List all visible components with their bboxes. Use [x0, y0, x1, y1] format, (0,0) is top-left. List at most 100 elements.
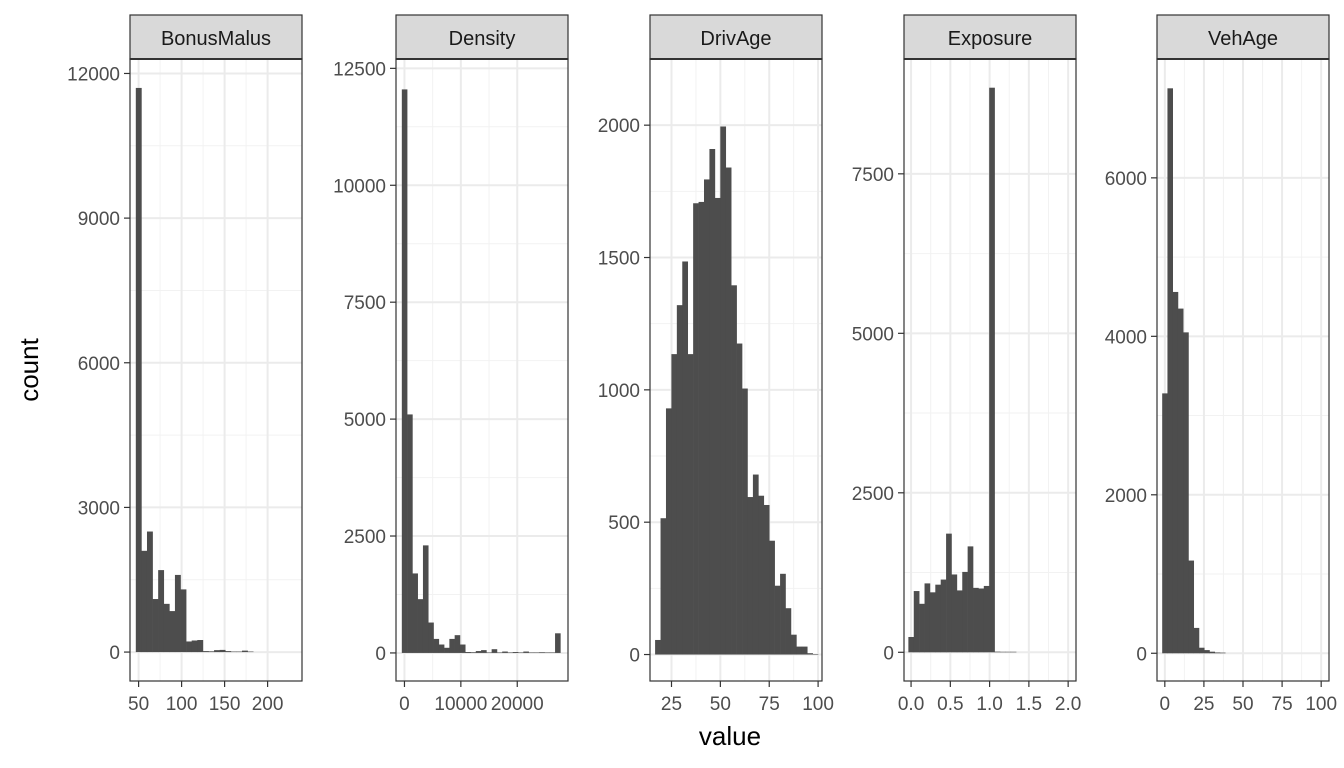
histogram-bar	[401, 89, 408, 653]
facet-label-drivage: DrivAge	[700, 28, 771, 50]
histogram-bar	[774, 585, 781, 655]
facet-strip	[649, 14, 823, 60]
facet-label-vehage: VehAge	[1208, 28, 1278, 50]
y-tick-label: 7500	[344, 293, 386, 314]
panel-bonusmalus: BonusMalus 0 3000 6000 9000 12000 50 100 150 200	[67, 14, 303, 715]
y-tick-label: 3000	[78, 498, 120, 519]
y-tick-label: 2000	[598, 116, 640, 137]
histogram-bar	[790, 634, 797, 655]
histogram-bar	[202, 651, 209, 653]
y-tick-label: 0	[629, 646, 640, 667]
x-tick-label: 10000	[434, 694, 487, 715]
histogram-bar	[725, 167, 732, 655]
histogram-bar	[655, 639, 661, 655]
y-tick-label: 2500	[852, 484, 894, 505]
histogram-bar	[994, 651, 1001, 653]
x-tick-label: 100	[802, 694, 834, 715]
histogram-bar	[956, 590, 963, 653]
histogram-bar	[197, 640, 204, 653]
histogram-bar	[459, 644, 466, 653]
histogram-bar	[481, 650, 487, 653]
histogram-bar	[1162, 393, 1168, 654]
x-tick-label: 200	[252, 694, 284, 715]
x-tick-label: 1.5	[1016, 694, 1042, 715]
histogram-bar	[146, 531, 153, 653]
facet-label-density: Density	[449, 28, 516, 50]
facet-strip	[395, 14, 569, 60]
histogram-bar	[465, 652, 471, 653]
histogram-bar	[169, 611, 176, 653]
x-tick-label: 150	[209, 694, 241, 715]
histogram-bar	[682, 261, 689, 655]
histogram-bar	[174, 574, 181, 653]
histogram-bar	[502, 651, 508, 653]
histogram-bar	[135, 87, 142, 653]
histogram-bar	[1219, 652, 1226, 654]
histogram-bar	[412, 573, 418, 653]
y-tick-label: 5000	[344, 410, 386, 431]
x-tick-label: 50	[1232, 694, 1253, 715]
histogram-bar	[731, 285, 737, 655]
y-tick-label: 0	[1136, 644, 1147, 665]
histogram-bar	[191, 640, 198, 653]
histogram-bar	[769, 540, 775, 655]
histogram-bar	[807, 653, 813, 655]
histogram-bar	[141, 550, 148, 653]
histogram-bar	[544, 652, 551, 653]
histogram-bar	[983, 585, 990, 653]
x-tick-label: 100	[1305, 694, 1337, 715]
histogram-bar	[444, 647, 450, 653]
histogram-bar	[214, 650, 220, 653]
x-tick-label: 0	[399, 694, 410, 715]
histogram-bar	[919, 603, 925, 653]
histogram-bar	[539, 652, 545, 653]
histogram-bar	[758, 495, 765, 655]
histogram-bar	[433, 638, 440, 653]
histogram-bar	[491, 649, 498, 653]
histogram-bar	[714, 197, 721, 655]
y-tick-label: 6000	[78, 354, 120, 375]
histogram-bar	[967, 546, 974, 653]
y-tick-label: 6000	[1105, 169, 1147, 190]
histogram-bar	[152, 599, 159, 653]
facet-label-bonusmalus: BonusMalus	[161, 28, 271, 50]
histogram-bar	[908, 636, 915, 653]
histogram-bar	[660, 518, 667, 655]
histogram-bar	[785, 608, 792, 655]
y-tick-label: 4000	[1105, 327, 1147, 348]
histogram-bar	[812, 654, 819, 655]
histogram-bar	[935, 584, 942, 653]
x-tick-label: 25	[1193, 694, 1214, 715]
histogram-bar	[940, 579, 947, 653]
panel-background	[130, 59, 302, 681]
histogram-bar	[1172, 291, 1179, 654]
histogram-bar	[999, 651, 1006, 653]
histogram-bar	[1183, 332, 1189, 654]
histogram-bar	[454, 635, 461, 653]
y-tick-label: 0	[883, 643, 894, 664]
histogram-bar	[180, 589, 187, 653]
x-tick-label: 50	[710, 694, 731, 715]
x-tick-label: 25	[661, 694, 682, 715]
histogram-bar	[533, 652, 540, 653]
histogram-bar	[486, 652, 492, 653]
histogram-bar	[422, 545, 429, 653]
histogram-bar	[929, 592, 936, 653]
y-tick-label: 2500	[344, 527, 386, 548]
histogram-bar	[671, 354, 678, 655]
histogram-bar	[665, 408, 672, 655]
histogram-bar	[742, 388, 748, 655]
histogram-bar	[518, 652, 524, 653]
histogram-bar	[747, 497, 754, 655]
histogram-bar	[449, 638, 455, 653]
histogram-bar	[417, 599, 424, 653]
x-tick-label: 100	[166, 694, 198, 715]
histogram-bar	[225, 651, 232, 653]
panels-group: BonusMalus 0 3000 6000 9000 12000 50 100 150 200 D…	[67, 14, 1337, 715]
histogram-bar	[1214, 652, 1221, 654]
histogram-bar	[1198, 647, 1205, 654]
x-tick-label: 2.0	[1055, 694, 1081, 715]
x-tick-label: 0	[1160, 694, 1171, 715]
histogram-bar	[946, 533, 952, 653]
